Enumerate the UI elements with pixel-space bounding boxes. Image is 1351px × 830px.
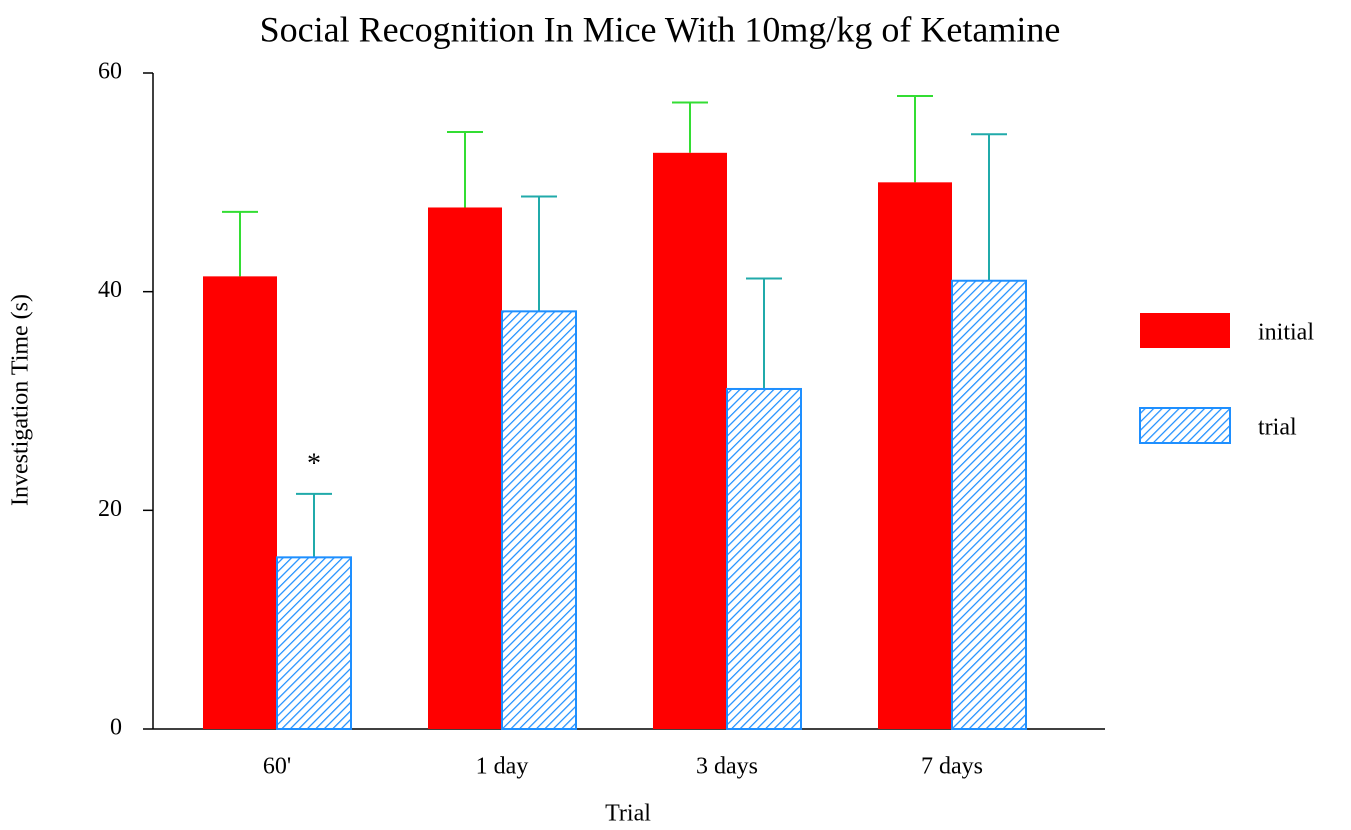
y-tick-label: 60 <box>98 59 122 85</box>
bar <box>653 152 727 729</box>
bar <box>203 276 277 729</box>
y-tick-label: 20 <box>98 496 122 522</box>
y-axis-label: Investigation Time (s) <box>8 294 34 506</box>
bar <box>878 182 952 730</box>
x-tick-label: 60' <box>263 754 291 780</box>
annotation: * <box>307 448 321 479</box>
legend-label: initial <box>1258 320 1314 346</box>
bar <box>276 556 352 731</box>
legend-swatch <box>1140 313 1230 348</box>
y-tick-label: 40 <box>98 277 122 303</box>
bar <box>428 207 502 730</box>
y-tick-label: 0 <box>110 715 122 741</box>
legend-swatch <box>1139 407 1231 444</box>
x-tick-label: 3 days <box>696 754 758 780</box>
legend-label: trial <box>1258 415 1297 441</box>
x-tick-label: 1 day <box>476 754 529 780</box>
chart-title: Social Recognition In Mice With 10mg/kg … <box>260 9 1061 49</box>
bar <box>951 279 1027 730</box>
x-axis-label: Trial <box>605 801 651 827</box>
bar <box>726 387 802 730</box>
bar <box>501 310 577 730</box>
x-tick-label: 7 days <box>921 754 983 780</box>
